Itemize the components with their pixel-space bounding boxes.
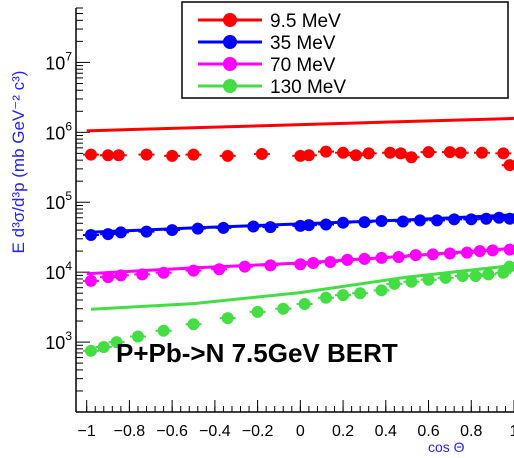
x-tick-label: 0.8 <box>460 423 482 440</box>
legend-label: 35 MeV <box>270 33 336 54</box>
legend-marker <box>223 79 237 93</box>
x-tick-label: 0.2 <box>332 423 354 440</box>
y-tick-label: 107 <box>45 49 72 73</box>
legend-label: 9.5 MeV <box>270 11 341 32</box>
x-tick-label: −0.8 <box>114 423 146 440</box>
y-tick-label: 105 <box>45 189 72 213</box>
y-axis-label: E d³σ/d³p (mb GeV⁻² c³) <box>8 12 30 312</box>
x-axis-label: cos Θ <box>428 439 465 455</box>
model-curve <box>86 116 514 133</box>
x-tick-label: 0.4 <box>375 423 397 440</box>
x-tick-label: 1 <box>510 423 514 440</box>
x-tick-label: −1 <box>78 423 96 440</box>
x-tick-label: −0.2 <box>242 423 274 440</box>
y-tick-label: 103 <box>45 329 72 353</box>
x-tick-label: 0.6 <box>417 423 439 440</box>
axes-layer: −1 −0.8 −0.6 −0.4 −0.2 0 0.2 0.4 0.6 0.8 1 103 104 10… <box>45 7 514 440</box>
x-tick-label: −0.6 <box>156 423 188 440</box>
legend-marker <box>223 35 237 49</box>
chart-annotation: P+Pb->N 7.5GeV BERT <box>116 338 398 368</box>
y-axis-label-text: E d³σ/d³p (mb GeV⁻² c³) <box>9 70 28 254</box>
y-tick-label: 104 <box>45 259 72 283</box>
data-points <box>82 145 514 357</box>
legend-marker <box>223 13 237 27</box>
legend-label: 70 MeV <box>270 55 336 76</box>
y-tick-label: 106 <box>45 119 72 143</box>
x-tick-label: −0.4 <box>199 423 231 440</box>
legend-marker <box>223 57 237 71</box>
legend-label: 130 MeV <box>270 77 346 98</box>
x-tick-label: 0 <box>296 423 305 440</box>
